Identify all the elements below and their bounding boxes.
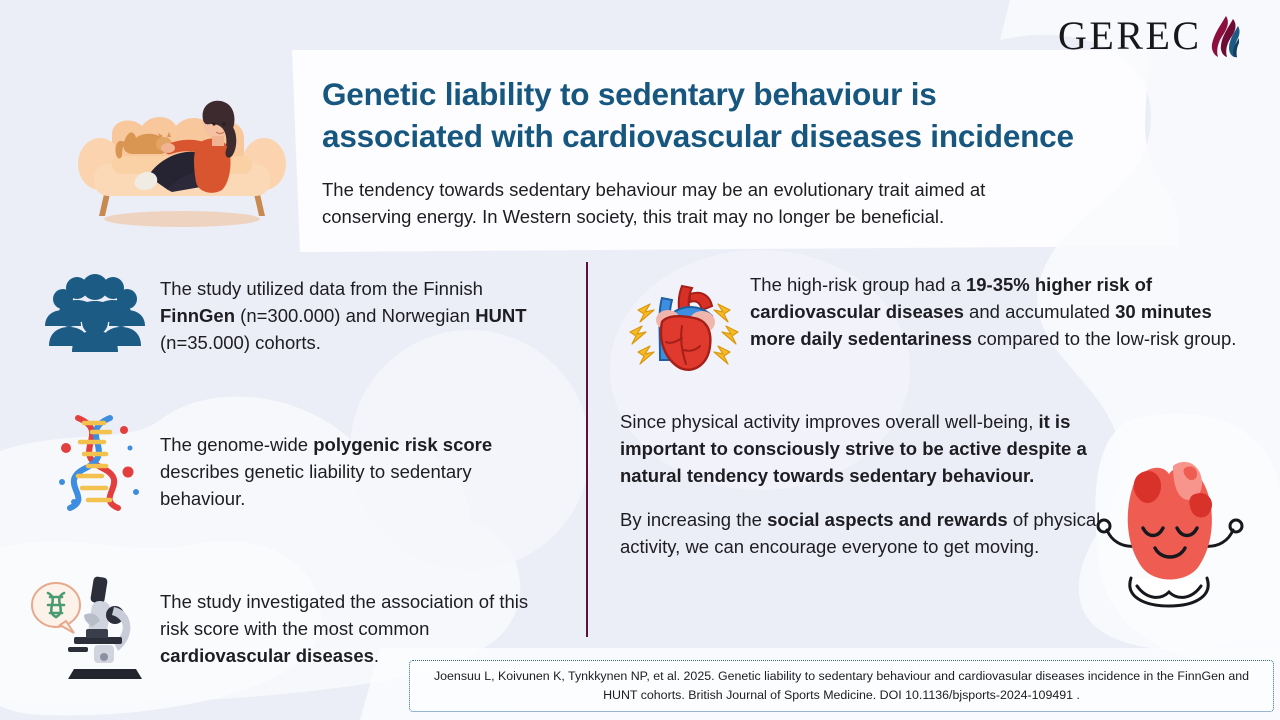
- page-title: Genetic liability to sedentary behaviour…: [322, 74, 1222, 158]
- page-title-line-2: associated with cardiovascular diseases …: [322, 117, 1074, 154]
- citation-text: Joensuu L, Koivunen K, Tynkkynen NP, et …: [433, 669, 1250, 702]
- citation-box: Joensuu L, Koivunen K, Tynkkynen NP, et …: [409, 660, 1274, 712]
- sofa-shadow: [104, 211, 260, 227]
- right-fact-1-text: The high-risk group had a 19-35% higher …: [750, 274, 1237, 349]
- page-subtitle: The tendency towards sedentary behaviour…: [322, 176, 1152, 230]
- right-fact-2: Since physical activity improves overall…: [620, 409, 1250, 489]
- right-fact-2-text: Since physical activity improves overall…: [620, 411, 1087, 486]
- page-subtitle-line-1: The tendency towards sedentary behaviour…: [322, 179, 986, 200]
- left-fact-3: The study investigated the association o…: [30, 567, 575, 682]
- page-subtitle-line-2: conserving energy. In Western society, t…: [322, 206, 945, 228]
- title-panel: [292, 50, 1180, 252]
- cloud-shape-center: [350, 330, 590, 570]
- right-fact-1: The high-risk group had a 19-35% higher …: [620, 268, 1250, 381]
- left-fact-2-text: The genome-wide polygenic risk score des…: [160, 434, 493, 510]
- right-column: The high-risk group had a 19-35% higher …: [620, 268, 1250, 561]
- left-fact-2: The genome-wide polygenic risk score des…: [30, 412, 575, 512]
- page-title-line-1: Genetic liability to sedentary behaviour…: [322, 76, 937, 112]
- column-divider: [586, 262, 588, 637]
- microscope-with-dna-bubble-icon: [30, 567, 160, 682]
- gerec-logo: GEREC: [1058, 14, 1240, 58]
- right-fact-3: By increasing the social aspects and rew…: [620, 507, 1250, 561]
- gerec-flame-icon: [1211, 16, 1240, 58]
- left-column: The study utilized data from the Finnish…: [30, 268, 575, 682]
- left-fact-1-text: The study utilized data from the Finnish…: [160, 278, 527, 353]
- group-of-people-icon: [30, 268, 160, 354]
- anatomical-heart-with-lightning-icon: [620, 268, 748, 381]
- dna-double-helix-icon: [30, 412, 160, 512]
- meditating-heart-character-icon: [1096, 461, 1244, 608]
- woman-reclining-on-sofa-with-cat-illustration: [78, 100, 286, 227]
- left-fact-1: The study utilized data from the Finnish…: [30, 268, 575, 356]
- left-fact-3-text: The study investigated the association o…: [160, 590, 529, 666]
- right-fact-3-text: By increasing the social aspects and rew…: [620, 509, 1101, 558]
- gerec-logo-text: GEREC: [1058, 13, 1202, 58]
